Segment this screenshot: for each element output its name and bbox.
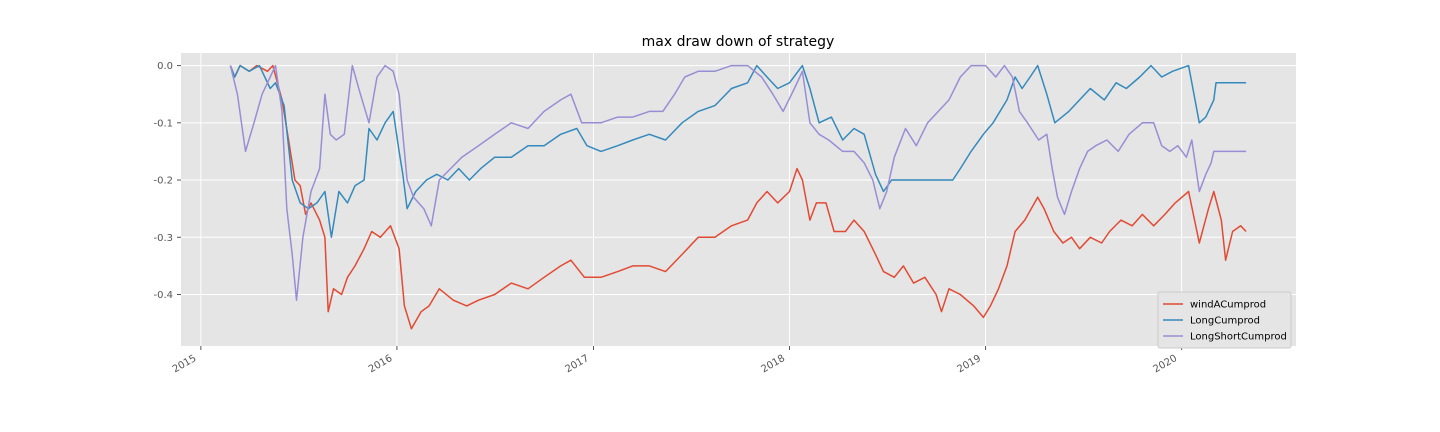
y-tick-label: -0.3	[153, 233, 173, 244]
y-tick-label: -0.4	[153, 290, 173, 301]
series-line-LongCumprod	[229, 64, 1247, 239]
y-tick-label: -0.2	[153, 176, 173, 187]
legend-label: LongCumprod	[1190, 316, 1260, 327]
plot-area	[181, 53, 1296, 346]
legend-label: LongShortCumprod	[1190, 332, 1287, 343]
series-lines	[229, 64, 1247, 330]
legend-frame	[1157, 291, 1292, 349]
legend: windACumprod LongCumprod LongShortCumprod	[1157, 291, 1292, 349]
series-line-LongShortCumprod	[229, 64, 1247, 301]
chart-title: max draw down of strategy	[642, 34, 835, 50]
y-tick-label: -0.1	[153, 118, 173, 129]
legend-label: windACumprod	[1190, 300, 1266, 311]
series-line-windACumprod	[229, 64, 1247, 330]
y-tick-label: 0.0	[157, 61, 173, 72]
